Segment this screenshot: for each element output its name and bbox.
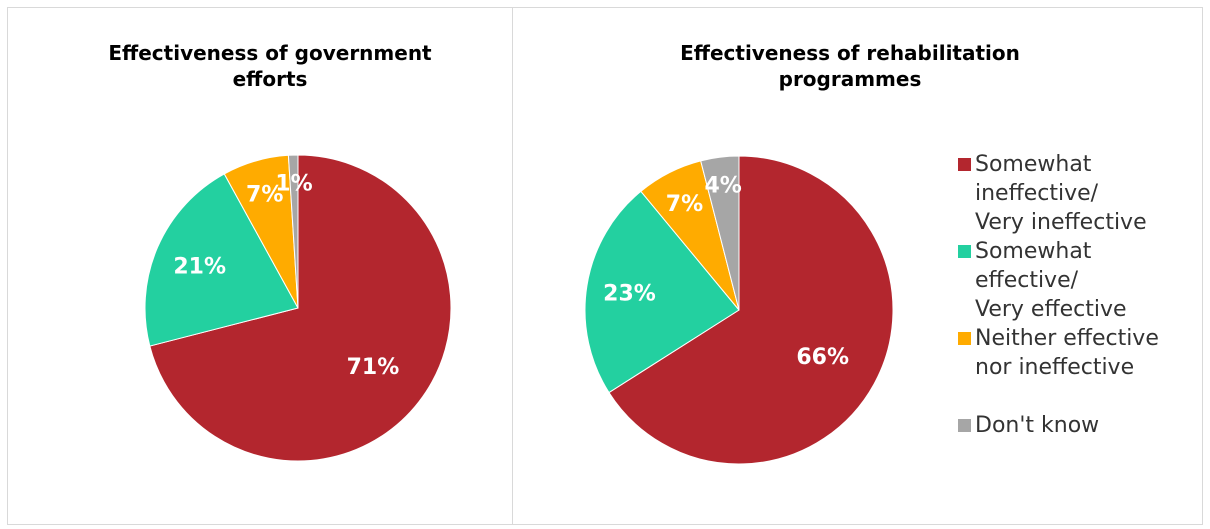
legend-item-dont-know: Don't know <box>958 411 1198 440</box>
legend-label-ineffective: Somewhat ineffective/ Very ineffective <box>975 152 1147 235</box>
legend-item-neither: Neither effective nor ineffective <box>958 324 1198 382</box>
pie-slice-1-dont-know <box>700 155 740 311</box>
chart-title-rehabilitation: Effectiveness of rehabilitation programm… <box>680 41 1020 91</box>
data-label-1-neither: 7% <box>666 192 703 217</box>
legend-swatch-dont-know <box>958 419 971 432</box>
legend-item-ineffective: Somewhat ineffective/ Very ineffective <box>958 150 1198 237</box>
data-label-0-dont-know: 1% <box>275 172 312 197</box>
pie-slice-1-effective <box>584 190 740 394</box>
chart-title-government: Effectiveness of government efforts <box>108 41 432 91</box>
pie-slice-0-ineffective <box>149 154 452 462</box>
data-label-0-effective: 21% <box>173 254 226 279</box>
legend-swatch-neither <box>958 332 971 345</box>
data-label-0-neither: 7% <box>246 182 283 207</box>
pie-slice-0-dont-know <box>287 154 299 309</box>
legend-item-effective: Somewhat effective/ Very effective <box>958 237 1198 324</box>
legend-label-effective: Somewhat effective/ Very effective <box>975 239 1127 322</box>
pie-slice-0-effective <box>144 173 299 347</box>
data-label-1-dont-know: 4% <box>704 174 741 199</box>
chart-frame <box>7 7 1203 525</box>
chart-legend: Somewhat ineffective/ Very ineffective S… <box>958 150 1198 440</box>
legend-label-neither: Neither effective nor ineffective <box>975 326 1159 380</box>
pie-slice-1-ineffective <box>608 155 894 465</box>
legend-swatch-effective <box>958 245 971 258</box>
panel-divider <box>512 7 513 525</box>
data-label-1-ineffective: 66% <box>796 345 849 370</box>
legend-label-dont-know: Don't know <box>975 413 1100 438</box>
data-label-1-effective: 23% <box>603 282 656 307</box>
data-label-0-ineffective: 71% <box>347 355 400 380</box>
legend-swatch-ineffective <box>958 158 971 171</box>
